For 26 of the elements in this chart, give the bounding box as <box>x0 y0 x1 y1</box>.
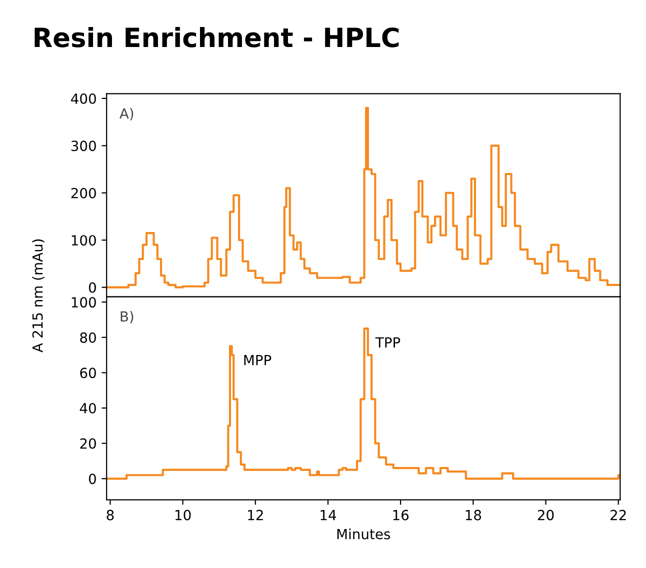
chart-title: Resin Enrichment - HPLC <box>34 26 399 48</box>
y-tick-label: 80 <box>80 332 96 343</box>
x-tick-label: 16 <box>393 510 409 520</box>
x-axis-title: Minutes <box>337 528 390 540</box>
annotation: MPP <box>244 354 272 366</box>
x-tick-label: 20 <box>538 510 554 520</box>
x-tick-label: 10 <box>176 510 191 520</box>
y-tick-label: 200 <box>71 188 96 198</box>
y-axis-title: A 215 nm (mAu) <box>32 239 44 352</box>
annotation: B) <box>120 311 134 324</box>
y-tick-label: 20 <box>80 438 96 449</box>
x-tick-label: 12 <box>248 510 263 520</box>
y-tick-label: 300 <box>71 140 96 152</box>
y-tick-label: 100 <box>72 235 96 246</box>
y-tick-label: 0 <box>88 282 96 293</box>
y-tick-label: 100 <box>72 297 96 308</box>
y-tick-label: 40 <box>80 402 96 414</box>
annotation: A) <box>120 108 134 120</box>
annotation: TPP <box>375 337 400 348</box>
x-tick-label: 22 <box>610 510 626 520</box>
y-tick-label: 0 <box>88 474 96 484</box>
y-tick-label: 400 <box>71 93 96 104</box>
y-tick-label: 60 <box>80 368 96 378</box>
x-tick-label: 18 <box>466 510 482 520</box>
x-tick-label: 8 <box>106 510 114 520</box>
x-tick-label: 14 <box>320 510 336 520</box>
